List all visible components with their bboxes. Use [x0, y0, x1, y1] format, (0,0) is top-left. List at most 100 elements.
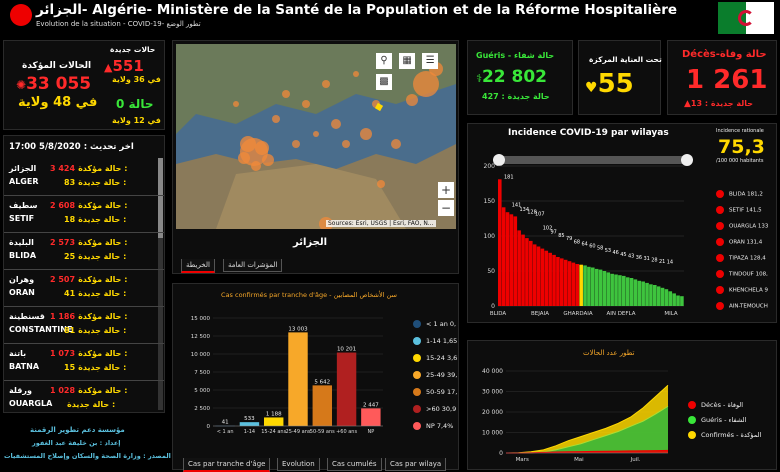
tab-indicators[interactable]: المؤشرات العامة	[223, 259, 283, 272]
incidence-bar[interactable]	[513, 216, 518, 306]
incidence-bar[interactable]	[567, 261, 572, 306]
evolution-area[interactable]	[506, 406, 668, 453]
incidence-bar[interactable]	[591, 267, 595, 307]
incidence-bar[interactable]	[575, 264, 580, 306]
incidence-bar[interactable]	[540, 248, 545, 306]
age-legend-item[interactable]: 25-49 39,	[413, 371, 457, 379]
incidence-legend-item[interactable]: AIN-TEMOUCH	[716, 302, 768, 310]
age-bar[interactable]	[361, 408, 381, 426]
incidence-bar[interactable]	[587, 266, 591, 306]
incidence-bar[interactable]	[598, 269, 603, 306]
incidence-legend-item[interactable]: BLIDA 181,2	[716, 190, 763, 198]
incidence-legend-item[interactable]: ORAN 131,4	[716, 238, 762, 246]
age-bar[interactable]	[288, 332, 308, 426]
incidence-bar[interactable]	[594, 268, 599, 306]
incidence-bar[interactable]	[633, 279, 638, 306]
tab-age-panel[interactable]: Evolution	[277, 458, 320, 471]
age-legend-item[interactable]: >60 30,9	[413, 405, 456, 413]
incidence-bar[interactable]	[548, 252, 552, 306]
incidence-bar[interactable]	[602, 271, 607, 306]
incidence-bar[interactable]	[618, 275, 622, 306]
map-view[interactable]: ⚲ ▦ ☰ ▩ + − Sources: Esri, USGS | Esri, …	[176, 44, 456, 229]
age-bar[interactable]	[312, 385, 332, 426]
incidence-bar[interactable]	[525, 238, 529, 306]
age-legend-item[interactable]: < 1 an 0,	[413, 320, 456, 328]
incidence-bar[interactable]	[529, 240, 533, 306]
incidence-bar[interactable]	[563, 259, 568, 306]
grid-icon[interactable]: ▦	[399, 53, 416, 69]
incidence-bar[interactable]	[560, 258, 564, 306]
incidence-bar[interactable]	[521, 234, 525, 306]
wilaya-list-item[interactable]: وهران ORAN 2 507 حالة مؤكدة :41 حالة جديدة :	[4, 271, 164, 307]
incidence-bar[interactable]	[556, 257, 560, 306]
incidence-bar[interactable]	[664, 289, 669, 306]
list-scrollbar[interactable]	[158, 158, 163, 410]
wilaya-list-item[interactable]: ورقلة OUARGLA 1 028 حالة مؤكدة : حالة جديدة …	[4, 382, 164, 412]
age-bar[interactable]	[336, 352, 357, 426]
incidence-bar[interactable]	[610, 273, 614, 306]
wilaya-list-item[interactable]: سطيف SETIF 2 608 حالة مؤكدة :18 حالة جديدة :	[4, 197, 164, 233]
incidence-legend-item[interactable]: TINDOUF 108,	[716, 270, 768, 278]
incidence-bar[interactable]	[625, 277, 630, 306]
basemap-icon[interactable]: ▩	[376, 74, 392, 90]
wilaya-list-item[interactable]: باتنة BATNA 1 073 حالة مؤكدة :15 حالة جديدة …	[4, 345, 164, 381]
incidence-legend-item[interactable]: OUARGLA 133	[716, 222, 768, 230]
age-legend-item[interactable]: 15-24 3,6	[413, 354, 457, 362]
incidence-legend-item[interactable]: TIPAZA 128,4	[716, 254, 766, 262]
bar-value-label: 141	[512, 202, 522, 208]
wilaya-list-item[interactable]: البليدة BLIDA 2 573 حالة مؤكدة :25 حالة جديد…	[4, 234, 164, 270]
incidence-bar[interactable]	[544, 250, 549, 306]
incidence-bar[interactable]	[501, 207, 506, 306]
incidence-bar[interactable]	[571, 262, 576, 306]
incidence-bar[interactable]	[641, 281, 645, 307]
incidence-bar[interactable]	[622, 275, 626, 306]
incidence-bar[interactable]	[645, 282, 649, 306]
age-legend-item[interactable]: 50-59 17,	[413, 388, 457, 396]
incidence-bar[interactable]	[680, 296, 684, 306]
incidence-bar[interactable]	[509, 214, 514, 306]
incidence-bar[interactable]	[505, 212, 510, 306]
x-tick-label: 25-49 ans	[286, 429, 311, 435]
incidence-bar[interactable]	[637, 280, 642, 306]
incidence-bar[interactable]	[629, 278, 634, 306]
range-slider[interactable]	[493, 154, 693, 166]
slider-handle-right[interactable]	[681, 154, 693, 166]
age-bar[interactable]	[264, 417, 284, 426]
incidence-bar[interactable]	[532, 244, 537, 306]
age-legend-item[interactable]: 1-14 1,65	[413, 337, 457, 345]
bar-value-label: 85	[558, 233, 564, 239]
incidence-bar[interactable]	[498, 179, 502, 306]
incidence-bar[interactable]	[552, 254, 556, 306]
incidence-bar[interactable]	[653, 285, 657, 306]
search-icon[interactable]: ⚲	[376, 53, 392, 69]
evolution-line	[505, 384, 669, 454]
incidence-bar[interactable]	[517, 230, 521, 306]
incidence-bar[interactable]	[606, 272, 611, 306]
evolution-legend-item[interactable]: Décès - الوفاة	[688, 401, 743, 409]
age-bar[interactable]	[239, 422, 260, 426]
tab-age-panel[interactable]: Cas cumulés	[327, 458, 382, 471]
tab-map[interactable]: الخريطة	[181, 259, 215, 273]
incidence-bar[interactable]	[668, 291, 673, 306]
incidence-bar[interactable]	[614, 274, 618, 307]
tab-age-panel[interactable]: Cas par wilaya	[385, 458, 447, 471]
incidence-bar[interactable]	[672, 293, 676, 306]
layers-icon[interactable]: ☰	[422, 53, 439, 69]
incidence-bar[interactable]	[579, 264, 583, 306]
evolution-legend-item[interactable]: Confirmés - المؤكدة	[688, 431, 761, 439]
incidence-legend-item[interactable]: KHENCHELA 9	[716, 286, 768, 294]
incidence-bar[interactable]	[660, 287, 665, 306]
incidence-bar[interactable]	[536, 246, 541, 307]
incidence-bar[interactable]	[583, 265, 587, 306]
incidence-bar[interactable]	[676, 295, 680, 307]
age-legend-item[interactable]: NP 7,4%	[413, 422, 453, 430]
evolution-legend-item[interactable]: Guéris - الشفاء	[688, 416, 746, 424]
wilaya-list-item[interactable]: قسنطينة CONSTANTINE 1 186 حالة مؤكدة :81 حال…	[4, 308, 164, 344]
zoom-in-button[interactable]: +	[438, 182, 454, 198]
zoom-out-button[interactable]: −	[438, 200, 454, 216]
incidence-legend-item[interactable]: SETIF 141,5	[716, 206, 762, 214]
incidence-bar[interactable]	[649, 284, 653, 306]
incidence-bar[interactable]	[656, 286, 661, 306]
wilaya-list-item[interactable]: الجزائر ALGER 3 424 حالة مؤكدة :83 حالة جديد…	[4, 160, 164, 196]
slider-handle-left[interactable]	[493, 154, 505, 166]
